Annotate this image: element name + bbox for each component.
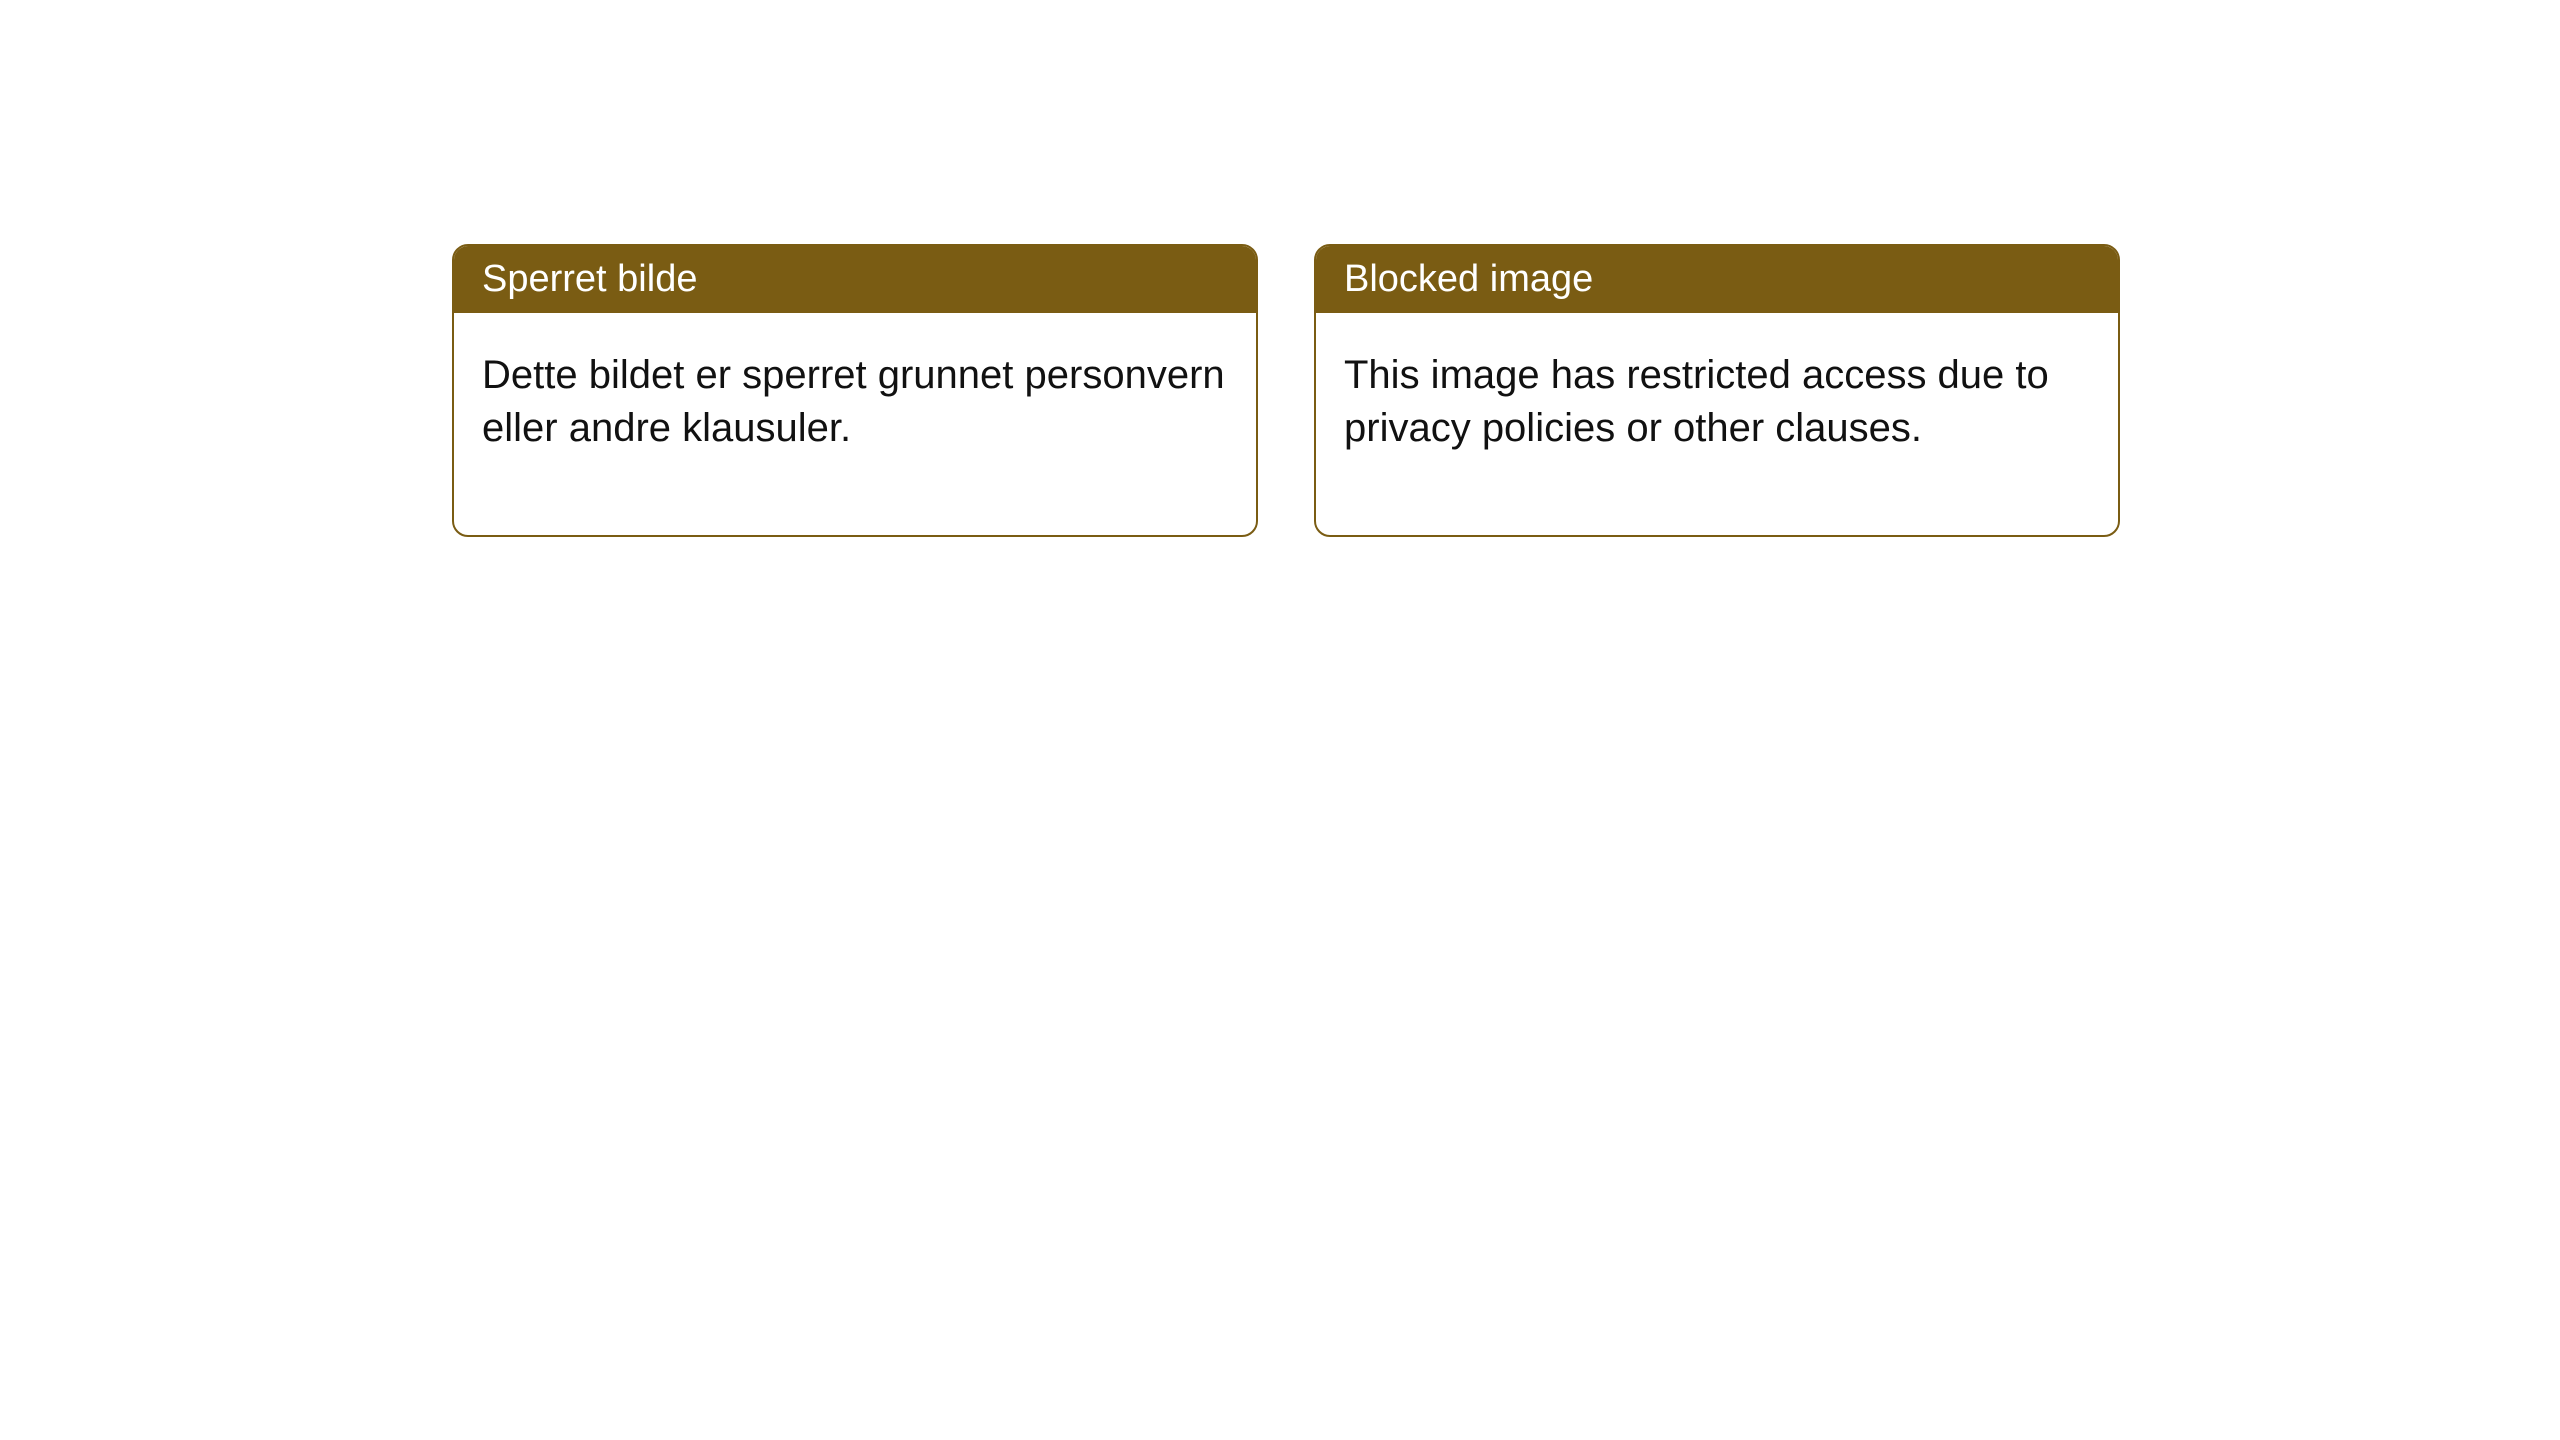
- notice-title: Blocked image: [1316, 246, 2118, 313]
- notice-card-norwegian: Sperret bilde Dette bildet er sperret gr…: [452, 244, 1258, 537]
- notice-body: This image has restricted access due to …: [1316, 313, 2118, 535]
- notice-container: Sperret bilde Dette bildet er sperret gr…: [0, 0, 2560, 537]
- notice-card-english: Blocked image This image has restricted …: [1314, 244, 2120, 537]
- notice-title: Sperret bilde: [454, 246, 1256, 313]
- notice-body: Dette bildet er sperret grunnet personve…: [454, 313, 1256, 535]
